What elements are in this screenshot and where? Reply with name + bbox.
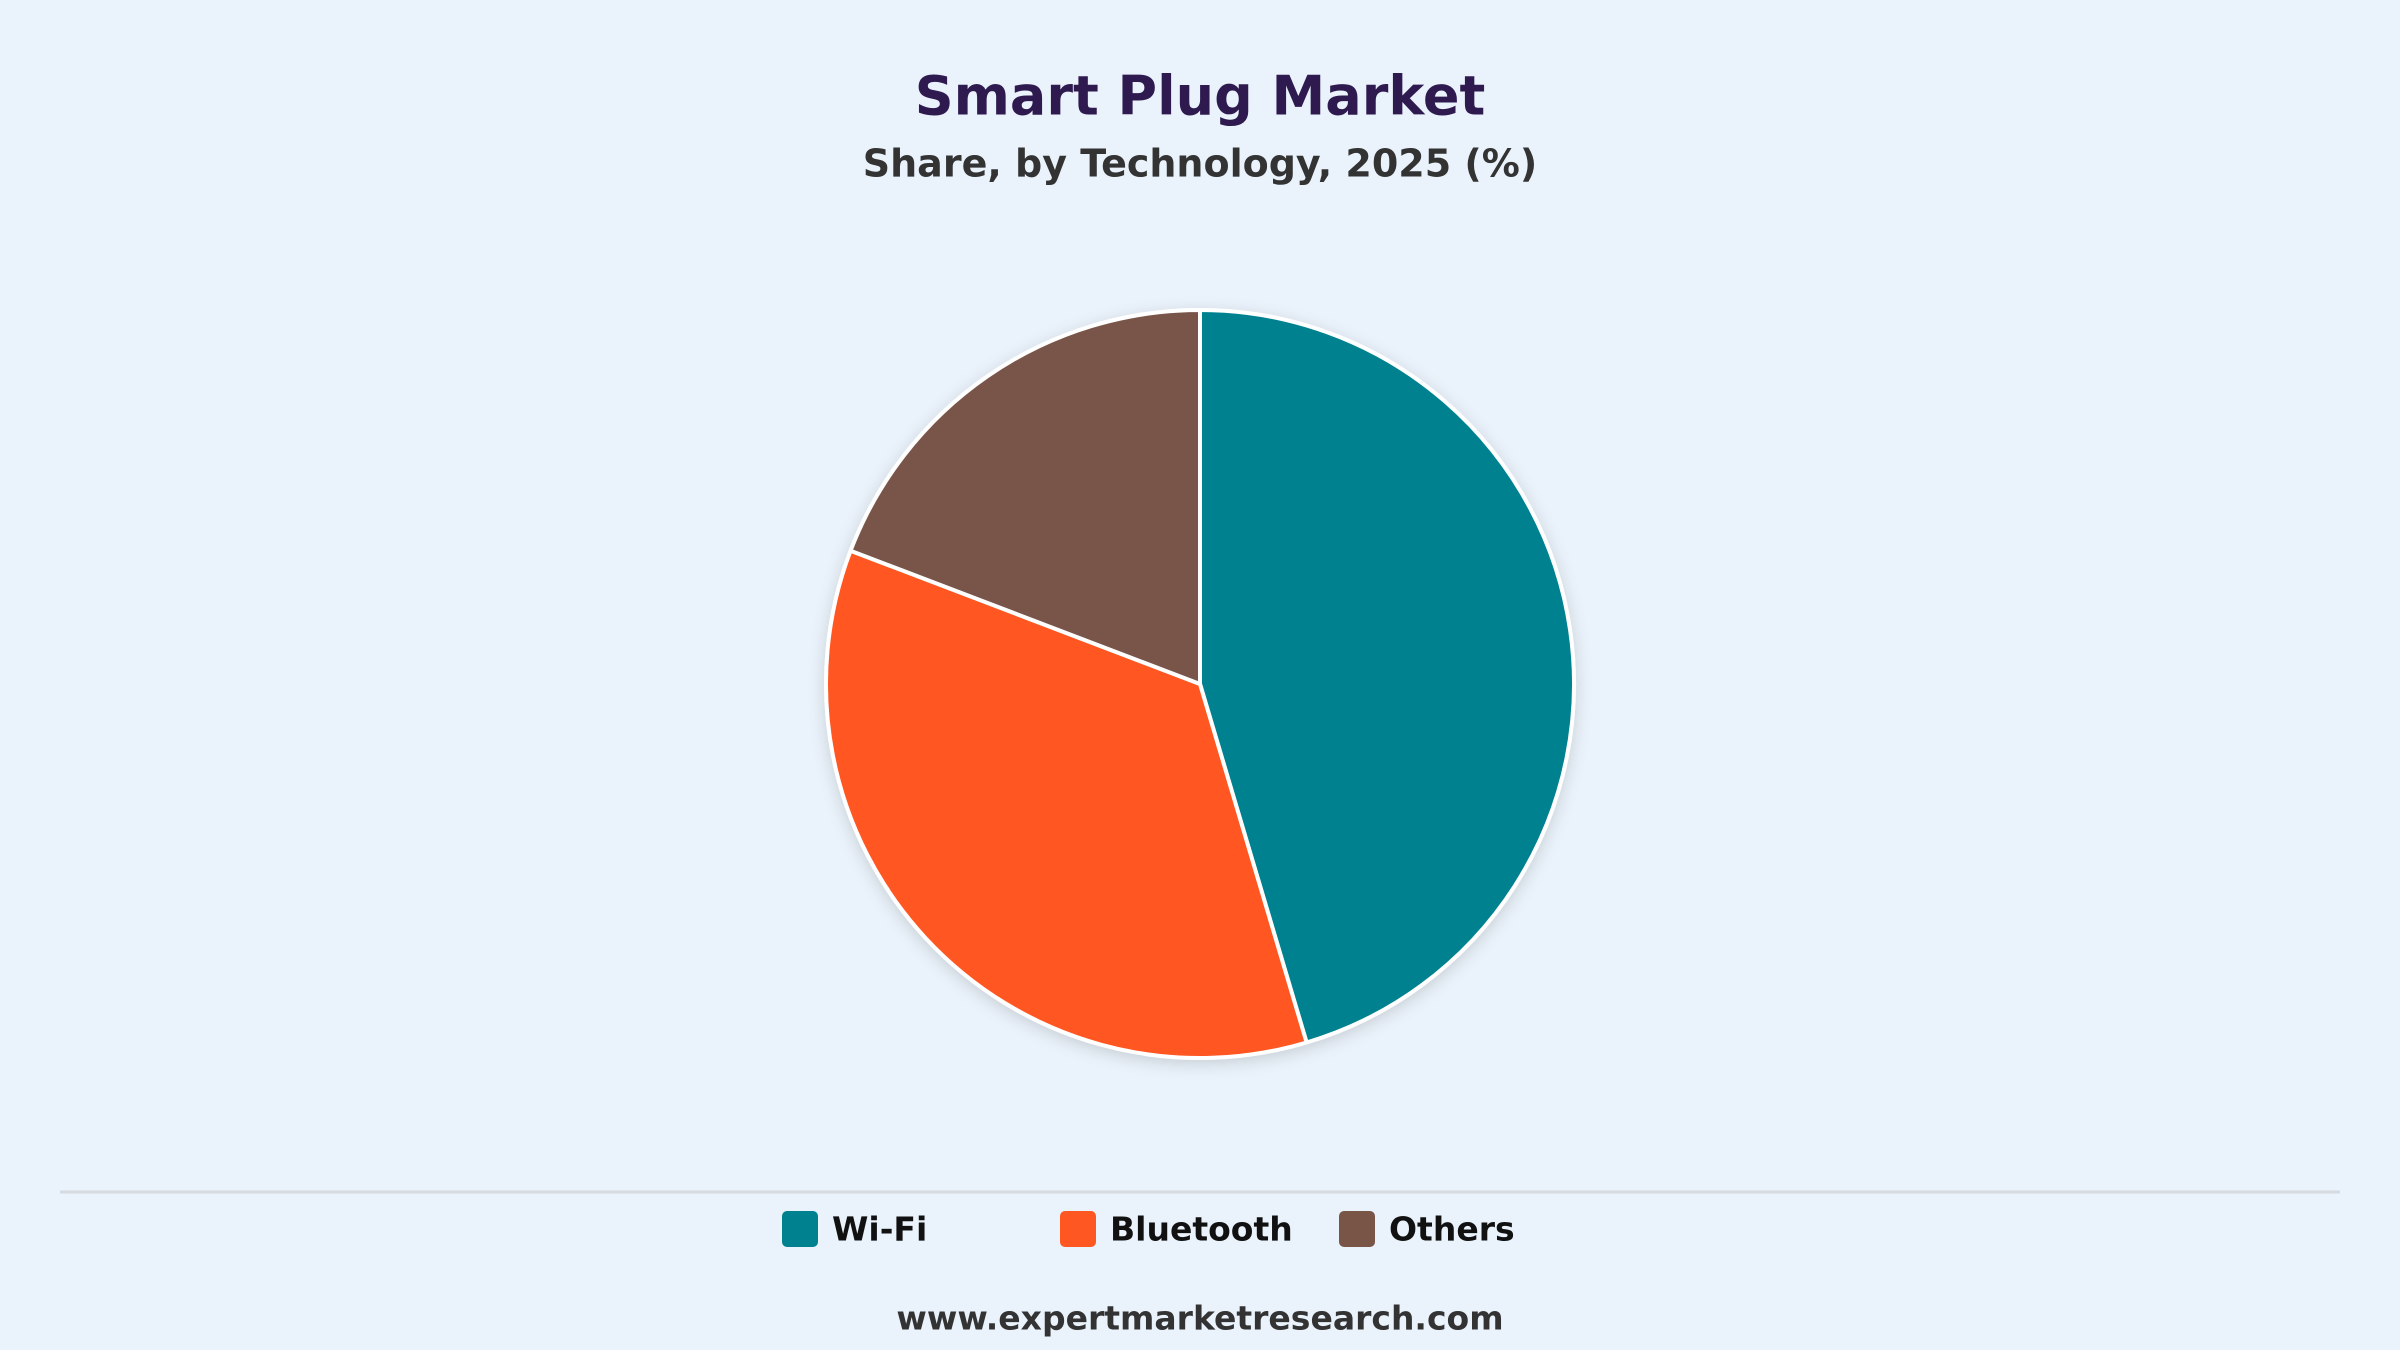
chart-subtitle: Share, by Technology, 2025 (%) (863, 142, 1537, 186)
pie-slice (1198, 308, 1577, 1045)
legend-label: Others (1389, 1210, 1515, 1249)
legend: Wi-Fi Bluetooth Others (782, 1210, 1515, 1249)
legend-label: Bluetooth (1110, 1210, 1293, 1249)
pie-slice (824, 548, 1309, 1060)
footer: www.expertmarketresearch.com (896, 1299, 1503, 1338)
pie (824, 308, 1577, 1060)
legend-swatch (1060, 1211, 1096, 1247)
legend-label: Wi-Fi (832, 1210, 927, 1249)
pie-slice (848, 308, 1202, 686)
legend-swatch (782, 1211, 818, 1247)
chart-title: Smart Plug Market (915, 65, 1486, 128)
legend-swatch (1339, 1211, 1375, 1247)
